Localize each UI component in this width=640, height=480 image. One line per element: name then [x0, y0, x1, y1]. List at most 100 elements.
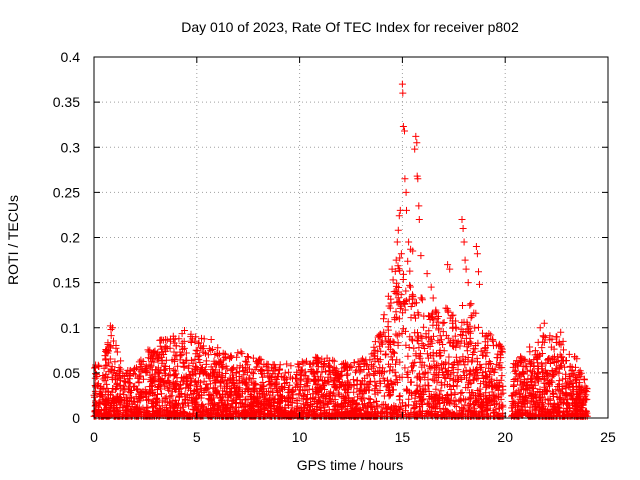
tick-labels: 0 5 10 15 20 25 0 0.05 0.1 0.15 0.2 0.25 0.3 0.35 0.4	[53, 49, 616, 445]
data-point	[569, 396, 577, 403]
data-point	[364, 403, 372, 411]
data-point	[368, 350, 376, 358]
data-point	[102, 388, 110, 396]
data-point	[390, 386, 397, 394]
data-point	[321, 407, 329, 415]
data-point	[479, 412, 487, 420]
data-point	[534, 388, 542, 395]
data-point	[198, 391, 206, 399]
data-point	[577, 412, 585, 420]
data-point	[483, 332, 491, 340]
data-point	[261, 395, 269, 403]
data-point	[213, 372, 221, 380]
data-point	[198, 334, 205, 342]
data-point	[188, 394, 196, 402]
data-point	[476, 385, 484, 393]
data-point	[465, 395, 473, 403]
data-point	[413, 400, 421, 408]
data-point	[183, 391, 191, 399]
data-point	[149, 398, 157, 406]
data-point	[171, 367, 179, 375]
data-point	[359, 390, 367, 398]
data-point	[260, 382, 268, 390]
data-point	[387, 377, 395, 385]
data-point	[429, 375, 437, 383]
data-point	[135, 379, 143, 387]
data-point	[523, 395, 531, 403]
data-point	[425, 388, 433, 395]
data-point	[354, 358, 362, 366]
data-point	[312, 353, 320, 361]
data-point	[234, 349, 242, 357]
data-point	[321, 377, 328, 385]
data-point	[268, 374, 276, 382]
data-point	[352, 400, 360, 407]
data-point	[559, 357, 567, 365]
data-point	[184, 399, 192, 407]
data-point	[161, 383, 169, 391]
data-point	[377, 347, 385, 355]
data-point	[162, 347, 170, 355]
data-point	[497, 395, 505, 403]
data-point	[429, 321, 437, 329]
data-point	[207, 394, 215, 402]
data-point	[537, 407, 545, 415]
data-point	[486, 378, 494, 386]
data-point	[395, 330, 403, 338]
data-point	[439, 319, 447, 327]
data-point	[374, 410, 382, 418]
data-point	[535, 352, 543, 360]
data-point	[238, 350, 246, 358]
data-point	[397, 405, 405, 413]
data-point	[351, 406, 359, 413]
data-point	[393, 332, 401, 340]
data-point	[158, 402, 166, 410]
data-point	[392, 407, 400, 415]
data-point	[583, 409, 591, 417]
data-point	[434, 412, 442, 420]
data-point	[342, 412, 350, 420]
data-point	[402, 327, 409, 335]
data-point	[546, 360, 554, 367]
data-point	[484, 341, 492, 349]
data-point	[534, 338, 542, 346]
data-point	[210, 368, 217, 376]
data-point	[545, 409, 553, 416]
data-point	[532, 394, 540, 401]
data-point	[427, 351, 435, 359]
data-point	[318, 412, 325, 420]
data-point	[267, 384, 275, 392]
data-point	[435, 395, 443, 403]
data-point	[291, 374, 299, 382]
data-point	[459, 405, 467, 413]
data-point	[393, 279, 401, 287]
data-point	[473, 354, 481, 362]
data-point	[470, 348, 478, 356]
data-point	[244, 396, 252, 403]
data-point	[568, 369, 576, 377]
data-point	[413, 336, 421, 344]
data-point	[568, 395, 576, 403]
data-point	[287, 362, 295, 370]
data-point	[576, 367, 584, 375]
data-point	[572, 375, 579, 383]
data-point	[217, 357, 225, 365]
data-point	[392, 308, 400, 316]
data-point	[459, 225, 467, 232]
data-point	[185, 362, 193, 370]
data-point	[540, 319, 548, 327]
data-point	[230, 382, 238, 390]
data-point	[528, 359, 536, 367]
data-point	[224, 401, 232, 409]
y-tick-label: 0.35	[53, 94, 80, 110]
data-point	[100, 384, 108, 392]
data-point	[301, 383, 309, 391]
data-point	[232, 369, 240, 377]
data-point	[104, 394, 112, 402]
data-point	[102, 347, 109, 355]
data-point	[355, 407, 363, 415]
data-point	[421, 345, 429, 352]
data-point	[101, 377, 109, 385]
data-point	[91, 412, 99, 420]
data-point	[432, 385, 440, 393]
